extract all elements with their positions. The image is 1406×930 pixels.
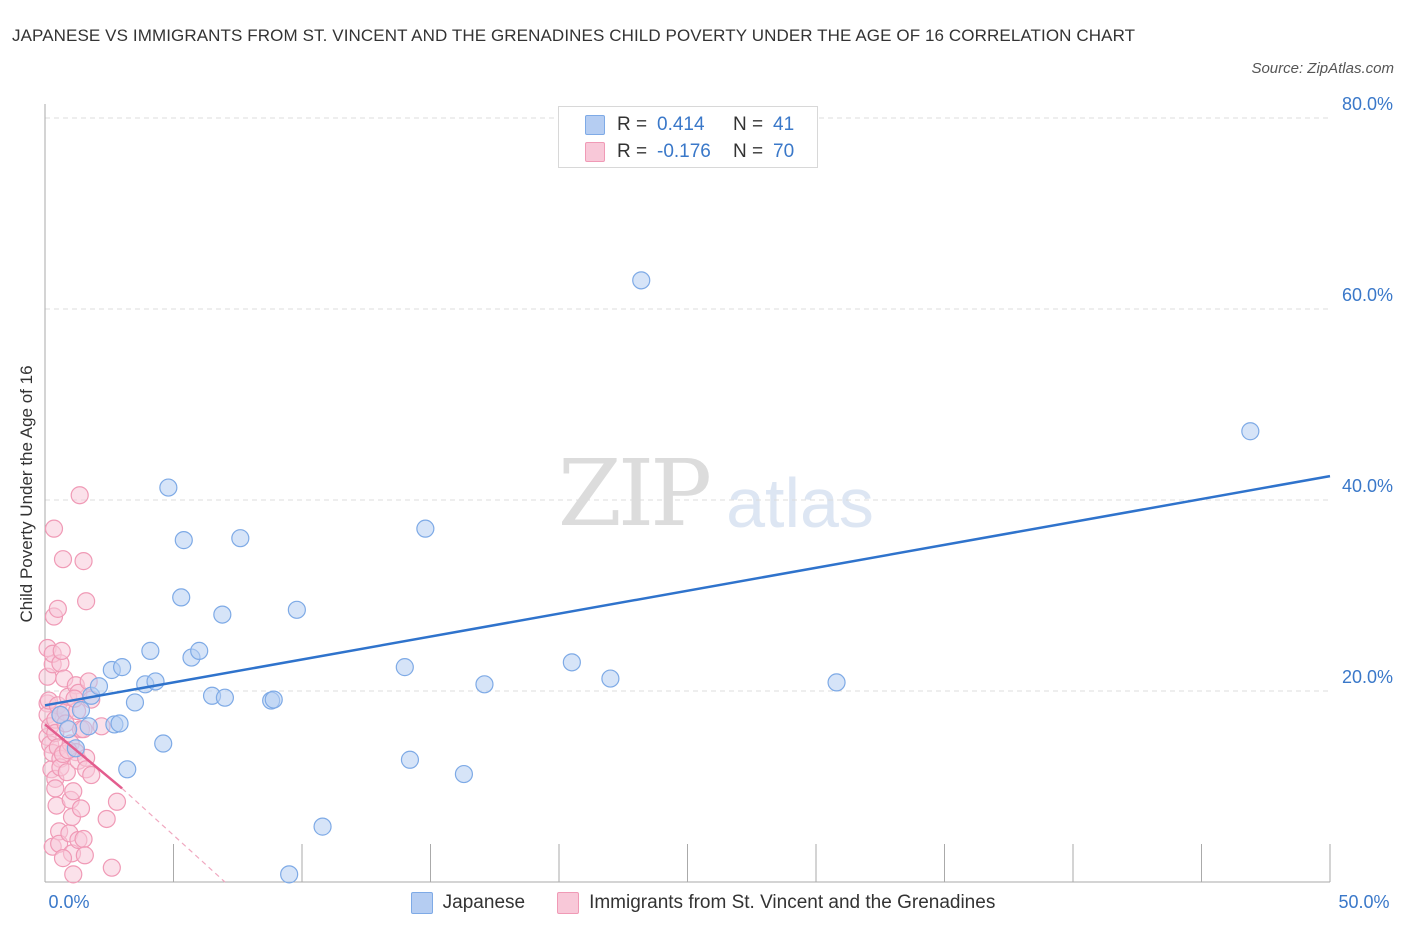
point-immigrants: [53, 849, 73, 868]
y-tick-label: 80.0%: [1342, 94, 1393, 114]
point-japanese: [601, 669, 620, 688]
y-tick-label: 60.0%: [1342, 285, 1393, 305]
legend-item-immigrants[interactable]: Immigrants from St. Vincent and the Gren…: [557, 892, 995, 914]
point-immigrants: [44, 519, 64, 538]
point-immigrants: [53, 550, 73, 569]
point-immigrants: [52, 641, 71, 660]
point-japanese: [287, 600, 306, 619]
point-japanese: [400, 750, 420, 769]
watermark-zip: ZIP: [558, 440, 709, 547]
trend-line-immigrants: [44, 723, 123, 790]
point-japanese: [190, 641, 209, 660]
point-immigrants: [48, 599, 67, 618]
r-value-immigrants: -0.176: [657, 141, 711, 162]
point-japanese: [827, 673, 846, 692]
point-japanese: [141, 641, 160, 660]
point-immigrants: [74, 829, 93, 849]
point-immigrants: [97, 809, 116, 829]
trend-line-japanese: [44, 474, 1331, 707]
point-japanese: [174, 531, 193, 550]
point-japanese: [110, 714, 129, 733]
series-legend: Japanese Immigrants from St. Vincent and…: [0, 890, 1406, 916]
legend-swatch-immigrants: [585, 142, 605, 162]
point-immigrants: [107, 792, 127, 811]
r-label: R =: [617, 141, 648, 162]
r-label: R =: [617, 114, 648, 135]
n-label: N =: [733, 114, 764, 135]
point-immigrants: [102, 858, 121, 877]
point-japanese: [632, 271, 651, 290]
y-tick-label: 40.0%: [1342, 476, 1393, 496]
point-japanese: [89, 677, 109, 696]
y-tick-label: 20.0%: [1342, 667, 1393, 687]
n-value-japanese: 41: [773, 114, 795, 135]
data-points: [38, 271, 1260, 884]
point-japanese: [562, 653, 581, 672]
point-japanese: [395, 658, 414, 677]
point-japanese: [231, 529, 250, 548]
point-japanese: [112, 658, 132, 677]
point-japanese: [1241, 422, 1260, 441]
point-japanese: [215, 688, 234, 707]
trend-lines: [44, 474, 1331, 883]
point-japanese: [313, 817, 332, 836]
correlation-legend: R = 0.414 N = 41 R = -0.176 N = 70: [558, 106, 818, 168]
point-japanese: [79, 717, 98, 736]
point-japanese: [264, 690, 283, 709]
x-tick-label: 0.0%: [48, 892, 89, 912]
legend-label-japanese: Japanese: [442, 892, 526, 913]
point-immigrants: [77, 592, 96, 611]
point-immigrants: [82, 765, 101, 785]
x-tick-label: 50.0%: [1338, 892, 1389, 912]
legend-item-japanese[interactable]: Japanese: [410, 892, 526, 914]
legend-swatch-immigrants: [557, 892, 580, 914]
n-label: N =: [733, 141, 764, 162]
point-japanese: [172, 588, 191, 607]
legend-swatch-japanese: [410, 892, 433, 914]
point-japanese: [213, 605, 232, 624]
point-immigrants: [46, 779, 65, 798]
legend-swatch-japanese: [585, 115, 605, 135]
legend-row-japanese: R = 0.414 N = 41: [585, 113, 794, 137]
point-immigrants: [70, 486, 89, 505]
chart-title: JAPANESE VS IMMIGRANTS FROM ST. VINCENT …: [12, 26, 1136, 45]
watermark: ZIP atlas: [558, 440, 874, 547]
point-japanese: [154, 734, 173, 753]
point-japanese: [71, 700, 91, 720]
point-japanese: [118, 760, 137, 779]
point-immigrants: [64, 865, 83, 884]
point-immigrants: [75, 846, 94, 865]
legend-row-immigrants: R = -0.176 N = 70: [585, 140, 794, 164]
point-immigrants: [64, 782, 83, 801]
point-japanese: [125, 693, 145, 712]
r-value-japanese: 0.414: [657, 114, 705, 135]
point-immigrants: [57, 763, 76, 782]
source-credit: Source: ZipAtlas.com: [1251, 60, 1394, 77]
legend-label-immigrants: Immigrants from St. Vincent and the Gren…: [589, 892, 996, 913]
watermark-atlas: atlas: [726, 464, 874, 542]
point-immigrants: [74, 552, 93, 571]
point-japanese: [51, 705, 70, 724]
point-japanese: [159, 478, 178, 497]
grid-lines: [45, 117, 1330, 692]
point-japanese: [475, 675, 494, 694]
point-japanese: [280, 865, 299, 884]
point-japanese: [416, 519, 435, 538]
tick-labels: 20.0% 40.0% 60.0% 80.0% 0.0% 50.0%: [48, 94, 1393, 912]
point-japanese: [454, 764, 474, 784]
n-value-immigrants: 70: [773, 141, 795, 162]
point-immigrants: [71, 799, 91, 818]
point-japanese: [59, 720, 78, 739]
